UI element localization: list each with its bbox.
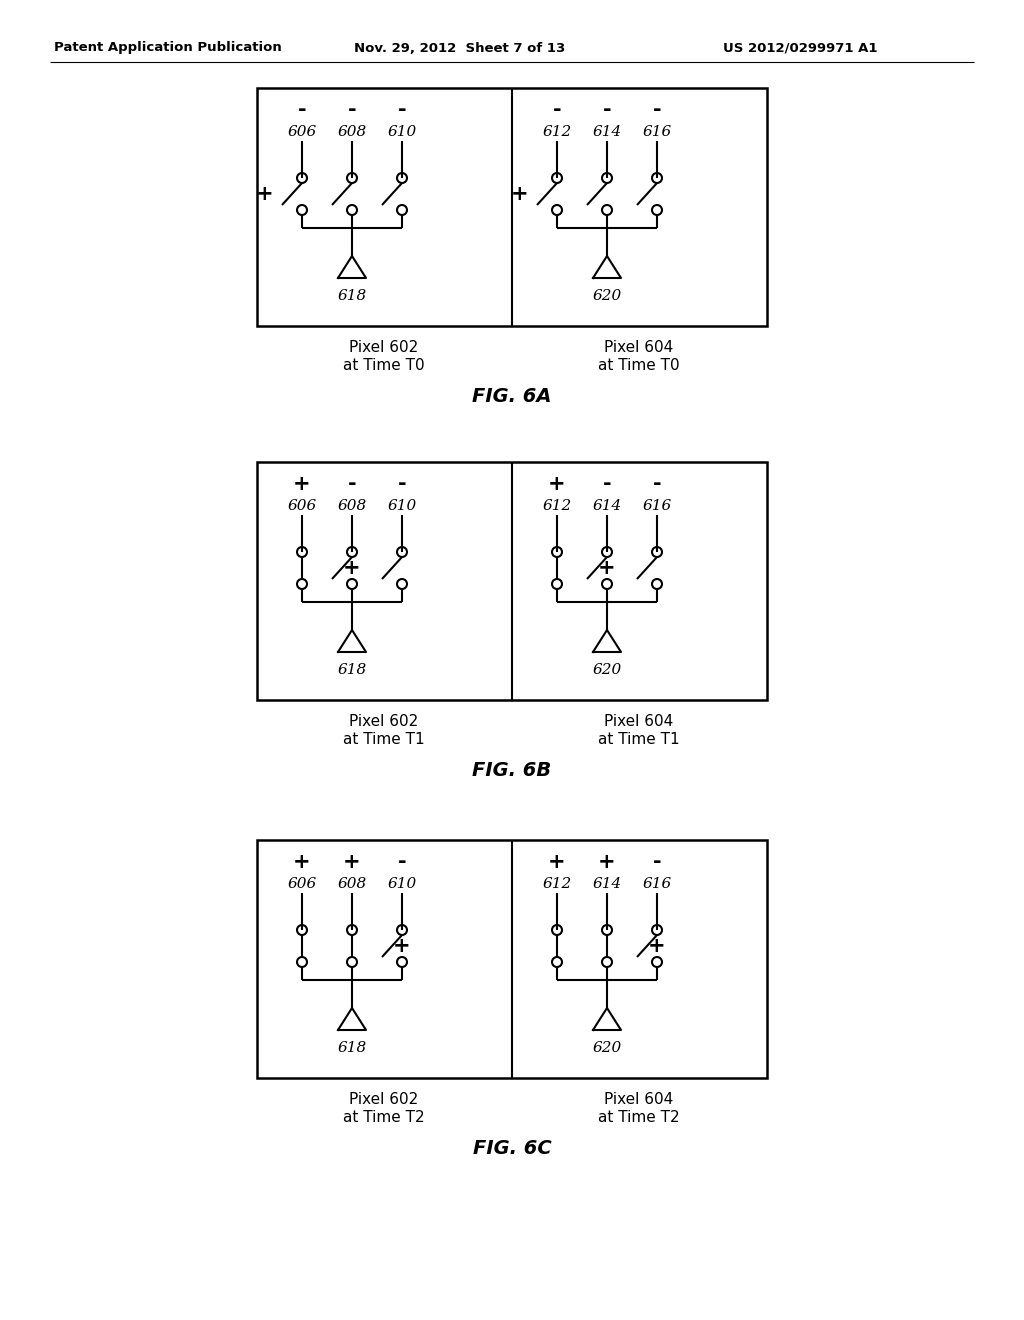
Text: -: - [348, 474, 356, 494]
Text: -: - [652, 474, 662, 494]
Text: 606: 606 [288, 499, 316, 513]
Text: Pixel 602: Pixel 602 [349, 341, 419, 355]
Bar [257, 840, 767, 1078]
Text: +: + [343, 558, 360, 578]
Text: at Time T0: at Time T0 [598, 359, 680, 374]
Text: 608: 608 [337, 876, 367, 891]
Text: +: + [293, 851, 311, 873]
Text: 608: 608 [337, 125, 367, 139]
Text: 614: 614 [592, 876, 622, 891]
Text: -: - [652, 100, 662, 120]
Text: +: + [598, 558, 615, 578]
Text: 606: 606 [288, 125, 316, 139]
Text: at Time T1: at Time T1 [598, 733, 680, 747]
Text: -: - [397, 851, 407, 873]
Text: 618: 618 [337, 1041, 367, 1055]
Text: -: - [298, 100, 306, 120]
Text: 616: 616 [642, 125, 672, 139]
Text: 618: 618 [337, 663, 367, 677]
Text: 610: 610 [387, 499, 417, 513]
Text: 620: 620 [592, 1041, 622, 1055]
Text: Pixel 604: Pixel 604 [604, 714, 674, 730]
Text: 616: 616 [642, 876, 672, 891]
Text: 614: 614 [592, 499, 622, 513]
Text: -: - [652, 851, 662, 873]
Text: at Time T2: at Time T2 [598, 1110, 680, 1126]
Text: Pixel 604: Pixel 604 [604, 341, 674, 355]
Text: FIG. 6C: FIG. 6C [473, 1138, 551, 1158]
Text: Pixel 604: Pixel 604 [604, 1093, 674, 1107]
Text: +: + [598, 851, 615, 873]
Text: +: + [343, 851, 360, 873]
Text: FIG. 6A: FIG. 6A [472, 387, 552, 405]
Text: US 2012/0299971 A1: US 2012/0299971 A1 [723, 41, 878, 54]
Text: -: - [603, 100, 611, 120]
Text: +: + [511, 183, 528, 205]
Text: Nov. 29, 2012  Sheet 7 of 13: Nov. 29, 2012 Sheet 7 of 13 [354, 41, 565, 54]
Text: 610: 610 [387, 125, 417, 139]
Text: 610: 610 [387, 876, 417, 891]
Text: 612: 612 [543, 499, 571, 513]
Text: Pixel 602: Pixel 602 [349, 714, 419, 730]
Text: Pixel 602: Pixel 602 [349, 1093, 419, 1107]
Text: at Time T0: at Time T0 [343, 359, 425, 374]
Text: 606: 606 [288, 876, 316, 891]
Text: 618: 618 [337, 289, 367, 304]
Text: 612: 612 [543, 876, 571, 891]
Text: 620: 620 [592, 289, 622, 304]
Text: +: + [548, 474, 566, 494]
Text: +: + [393, 936, 411, 956]
Text: 608: 608 [337, 499, 367, 513]
Bar [257, 88, 767, 326]
Text: +: + [648, 936, 666, 956]
Text: 612: 612 [543, 125, 571, 139]
Text: -: - [603, 474, 611, 494]
Text: 620: 620 [592, 663, 622, 677]
Text: +: + [256, 183, 273, 205]
Text: -: - [553, 100, 561, 120]
Text: -: - [397, 100, 407, 120]
Text: FIG. 6B: FIG. 6B [472, 760, 552, 780]
Text: 616: 616 [642, 499, 672, 513]
Bar [257, 462, 767, 700]
Text: 614: 614 [592, 125, 622, 139]
Text: +: + [293, 474, 311, 494]
Text: at Time T1: at Time T1 [343, 733, 425, 747]
Text: at Time T2: at Time T2 [343, 1110, 425, 1126]
Text: -: - [348, 100, 356, 120]
Text: Patent Application Publication: Patent Application Publication [54, 41, 282, 54]
Text: -: - [397, 474, 407, 494]
Text: +: + [548, 851, 566, 873]
